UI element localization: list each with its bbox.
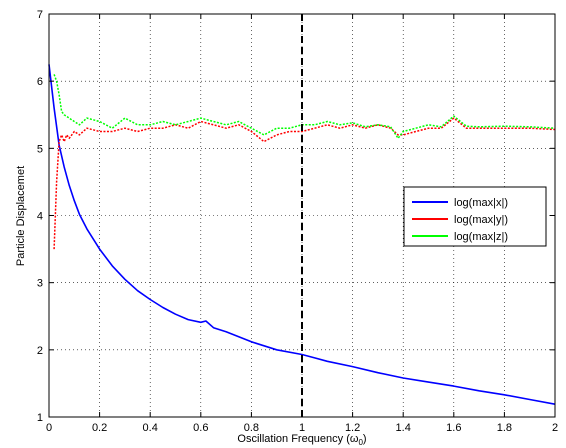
legend-label-3: log(max|z|) bbox=[454, 231, 508, 243]
legend-label-1: log(max|x|) bbox=[454, 197, 508, 209]
y-tick-label: 3 bbox=[37, 278, 43, 290]
x-tick-label: 0.2 bbox=[92, 422, 107, 434]
x-tick-label: 0 bbox=[46, 422, 52, 434]
x-axis-label: Oscillation Frequency (ω0) bbox=[237, 433, 366, 447]
y-axis-label: Particle Displacemet bbox=[15, 166, 27, 266]
x-tick-label: 0.4 bbox=[143, 422, 158, 434]
y-tick-label: 2 bbox=[37, 345, 43, 357]
series-line-1 bbox=[48, 64, 556, 405]
y-tick-label: 4 bbox=[37, 211, 43, 223]
axis-ticks: 0 0.2 0.4 0.6 0.8 1 1.2 1.4 1.6 1.8 2 1 2 3 4 5 6 7 bbox=[37, 9, 558, 434]
x-tick-label: 1 bbox=[299, 422, 305, 434]
y-tick-label: 7 bbox=[37, 9, 43, 21]
y-tick-label: 1 bbox=[37, 412, 43, 424]
x-tick-label: 0.8 bbox=[244, 422, 259, 434]
x-tick-label: 1.8 bbox=[497, 422, 512, 434]
series-layer bbox=[48, 64, 556, 405]
legend: log(max|x|) log(max|y|) log(max|z|) bbox=[403, 186, 547, 247]
x-tick-label: 1.2 bbox=[345, 422, 360, 434]
series-line-3 bbox=[53, 74, 556, 140]
x-tick-label: 2 bbox=[552, 422, 558, 434]
x-tick-label: 0.6 bbox=[193, 422, 208, 434]
y-tick-label: 5 bbox=[37, 143, 43, 155]
x-tick-label: 1.6 bbox=[446, 422, 461, 434]
legend-label-2: log(max|y|) bbox=[454, 214, 508, 226]
x-tick-label: 1.4 bbox=[396, 422, 411, 434]
y-tick-label: 6 bbox=[37, 76, 43, 88]
series-line-2 bbox=[53, 117, 556, 250]
